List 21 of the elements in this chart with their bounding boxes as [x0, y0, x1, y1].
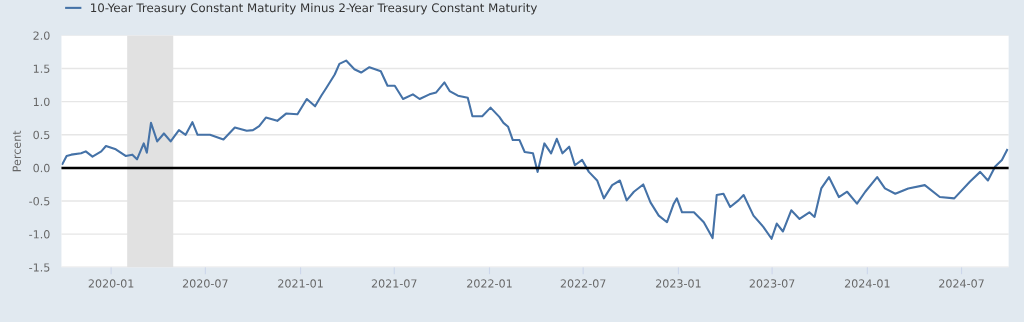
legend-label: 10-Year Treasury Constant Maturity Minus 2-Year Treasury Constant Maturity	[91, 3, 538, 15]
x-tick-label: 2023-01	[656, 279, 701, 288]
y-tick-label: 0.0	[33, 163, 50, 173]
x-tick-label: 2021-01	[278, 279, 323, 288]
y-tick-label: 0.5	[33, 130, 50, 140]
x-tick-label: 2021-07	[371, 279, 417, 288]
y-tick-label: 2.0	[33, 31, 50, 40]
y-tick-label: -1.0	[29, 230, 50, 239]
y-axis-title: Percent	[12, 130, 21, 172]
y-tick-label: -0.5	[29, 196, 50, 206]
x-tick-label: 2024-01	[844, 279, 890, 288]
line-series	[61, 59, 1009, 240]
x-tick-label: 2022-07	[560, 279, 606, 288]
y-tick-label: 1.5	[33, 64, 50, 73]
y-tick-label: -1.5	[29, 263, 50, 272]
x-tick-label: 2023-07	[749, 279, 795, 288]
x-tick-label: 2024-07	[939, 279, 984, 288]
x-tick-label: 2022-01	[467, 279, 512, 288]
y-tick-label: 1.0	[33, 97, 50, 107]
x-tick-label: 2020-07	[182, 279, 228, 288]
x-tick-label: 2020-01	[88, 279, 134, 288]
